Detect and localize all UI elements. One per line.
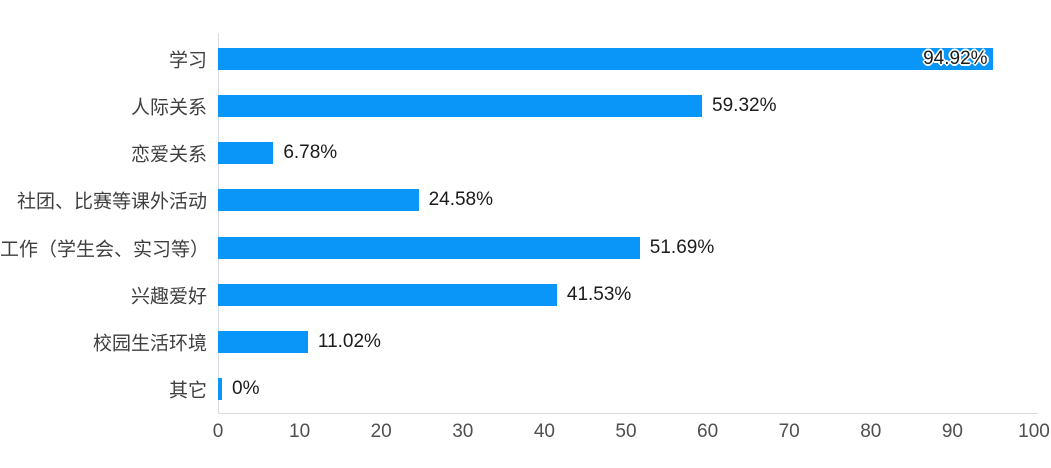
bar-row: 其它 0%: [0, 366, 1051, 413]
x-tick-label: 100: [1018, 421, 1050, 442]
bar: [218, 189, 419, 212]
category-label: 学习: [168, 50, 207, 72]
x-tick-label: 50: [615, 421, 637, 442]
bar-row: 校园生活环境 11.02%: [0, 319, 1051, 366]
x-tick-label: 90: [941, 421, 963, 442]
value-label: 41.53%: [566, 283, 632, 305]
value-label: 94.92%: [923, 47, 988, 69]
bar-row: 社团、比赛等课外活动 24.58%: [0, 177, 1051, 224]
x-axis-line: [218, 413, 1038, 414]
bar: [218, 142, 274, 165]
bar: [218, 331, 308, 354]
x-tick-label: 10: [289, 421, 311, 442]
value-label: 6.78%: [283, 142, 338, 164]
value-label: 24.58%: [428, 189, 494, 211]
category-label: 社团、比赛等课外活动: [16, 191, 207, 213]
bar: [218, 378, 222, 401]
value-label: 59.32%: [712, 94, 777, 116]
bar-row: 兴趣爱好 41.53%: [0, 271, 1051, 318]
bar: [218, 94, 703, 117]
bar-row: 人际关系 59.32%: [0, 82, 1051, 129]
category-label: 恋爱关系: [130, 144, 207, 166]
category-label: 兴趣爱好: [130, 286, 207, 308]
bar-row: 学习 94.92%: [0, 35, 1051, 82]
bar: [218, 47, 993, 70]
x-tick-label: 0: [212, 421, 224, 442]
x-tick-label: 30: [452, 421, 474, 442]
category-label: 人际关系: [130, 97, 207, 119]
value-label: 51.69%: [649, 236, 715, 258]
value-label: 11.02%: [317, 331, 381, 353]
bar-row: 恋爱关系 6.78%: [0, 130, 1051, 177]
x-tick-label: 20: [370, 421, 392, 442]
value-label: 0%: [232, 378, 260, 400]
x-tick-label: 60: [697, 421, 719, 442]
bar: [218, 283, 557, 306]
category-label: 其它: [168, 380, 207, 402]
bar: [218, 236, 640, 259]
bar-row: 工作（学生会、实习等） 51.69%: [0, 224, 1051, 271]
x-tick-label: 70: [778, 421, 800, 442]
category-label: 工作（学生会、实习等）: [0, 239, 210, 261]
category-label: 校园生活环境: [92, 333, 207, 355]
y-axis-line: [218, 33, 219, 413]
x-tick-label: 40: [533, 421, 555, 442]
x-tick-label: 80: [860, 421, 882, 442]
